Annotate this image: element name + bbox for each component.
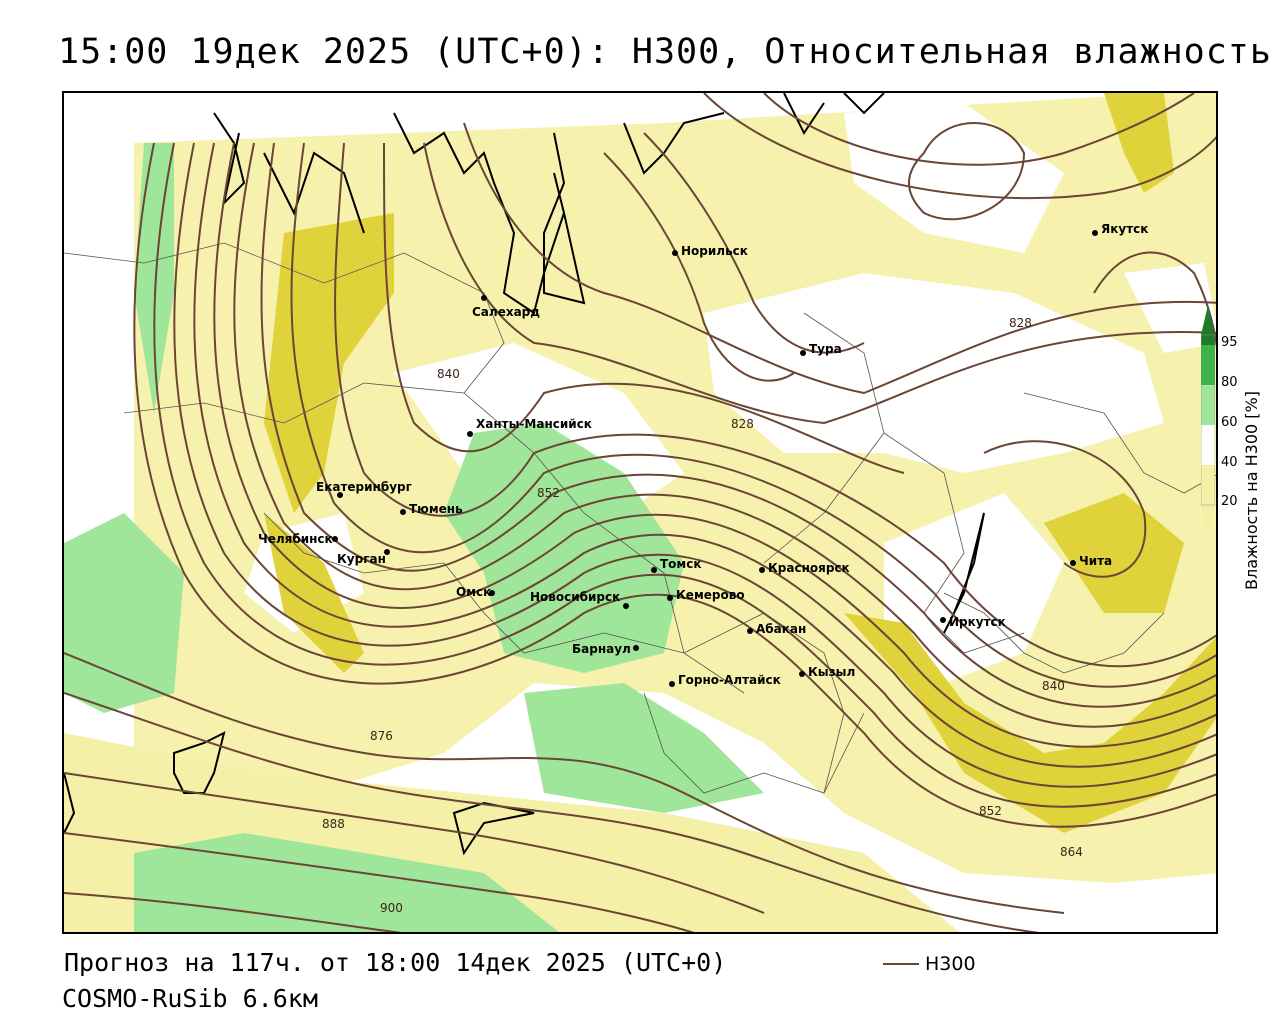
contour-label: 888 <box>322 817 345 831</box>
city-dot <box>667 595 673 601</box>
forecast-map[interactable]: 840 828 828 852 876 888 900 840 852 864 … <box>62 91 1218 934</box>
legend-line-swatch <box>883 963 919 965</box>
city-label-kurgan: Курган <box>337 552 386 566</box>
city-label-irkutsk: Иркутск <box>949 615 1006 629</box>
city-dot <box>633 645 639 651</box>
forecast-info: Прогноз на 117ч. от 18:00 14дек 2025 (UT… <box>64 948 727 977</box>
city-dot <box>384 549 390 555</box>
contour-label: 828 <box>731 417 754 431</box>
city-dot <box>651 567 657 573</box>
humidity-shading <box>64 93 1216 932</box>
city-label-kyzyl: Кызыл <box>808 665 855 679</box>
city-label-novosibirsk: Новосибирск <box>530 590 620 604</box>
city-dot <box>623 603 629 609</box>
contour-label: 852 <box>537 486 560 500</box>
city-dot <box>759 567 765 573</box>
legend-label: H300 <box>925 953 976 975</box>
city-label-khanty-mansiysk: Ханты-Мансийск <box>476 417 592 431</box>
city-label-salekhard: Салехард <box>472 305 540 319</box>
h300-contours <box>64 93 1216 932</box>
city-dot <box>489 590 495 596</box>
city-label-gorno-altaysk: Горно-Алтайск <box>678 673 781 687</box>
city-dot <box>800 350 806 356</box>
colorbar-tick: 95 <box>1221 335 1238 350</box>
colorbar-tick: 80 <box>1221 375 1238 390</box>
colorbar-tick: 60 <box>1221 415 1238 430</box>
contour-label: 852 <box>979 804 1002 818</box>
colorbar-title: Влажность на H300 [%] <box>1242 391 1261 590</box>
colorbar-arrow <box>1201 305 1215 335</box>
city-label-yakutsk: Якутск <box>1101 222 1148 236</box>
contour-label: 876 <box>370 729 393 743</box>
city-dot <box>669 681 675 687</box>
colorbar <box>1201 305 1215 540</box>
map-canvas: 840 828 828 852 876 888 900 840 852 864 … <box>64 93 1216 932</box>
model-name: COSMO-RuSib 6.6км <box>62 984 318 1013</box>
city-label-chelyabinsk: Челябинск <box>258 532 333 546</box>
city-label-tyumen: Тюмень <box>409 502 463 516</box>
city-label-chita: Чита <box>1079 554 1112 568</box>
city-dot <box>799 671 805 677</box>
contour-label: 828 <box>1009 316 1032 330</box>
city-dot <box>747 628 753 634</box>
contour-label: 864 <box>1060 845 1083 859</box>
city-label-norilsk: Норильск <box>681 244 748 258</box>
city-dot <box>332 536 338 542</box>
city-dot <box>1092 230 1098 236</box>
contour-label: 840 <box>1042 679 1065 693</box>
city-dot <box>1070 560 1076 566</box>
colorbar-tick: 20 <box>1221 494 1238 509</box>
city-label-tura: Тура <box>809 342 842 356</box>
city-markers: Якутск Норильск Салехард Тура Ханты-Манс… <box>258 222 1148 687</box>
contour-label: 840 <box>437 367 460 381</box>
city-label-tomsk: Томск <box>660 557 702 571</box>
city-dot <box>400 509 406 515</box>
city-label-krasnoyarsk: Красноярск <box>768 561 850 575</box>
contour-labels: 840 828 828 852 876 888 900 840 852 864 <box>322 316 1083 915</box>
city-dot <box>481 295 487 301</box>
contour-label: 900 <box>380 901 403 915</box>
city-label-barnaul: Барнаул <box>572 642 631 656</box>
city-label-abakan: Абакан <box>756 622 806 636</box>
colorbar-tick: 40 <box>1221 455 1238 470</box>
city-dot <box>467 431 473 437</box>
coastline <box>64 93 985 856</box>
city-dot <box>672 250 678 256</box>
city-label-omsk: Омск <box>456 585 491 599</box>
city-label-ekaterinburg: Екатеринбург <box>316 480 412 494</box>
city-label-kemerovo: Кемерово <box>676 588 745 602</box>
city-dot <box>940 617 946 623</box>
page-title: 15:00 19дек 2025 (UTC+0): H300, Относите… <box>58 32 1272 72</box>
city-dot <box>337 492 343 498</box>
